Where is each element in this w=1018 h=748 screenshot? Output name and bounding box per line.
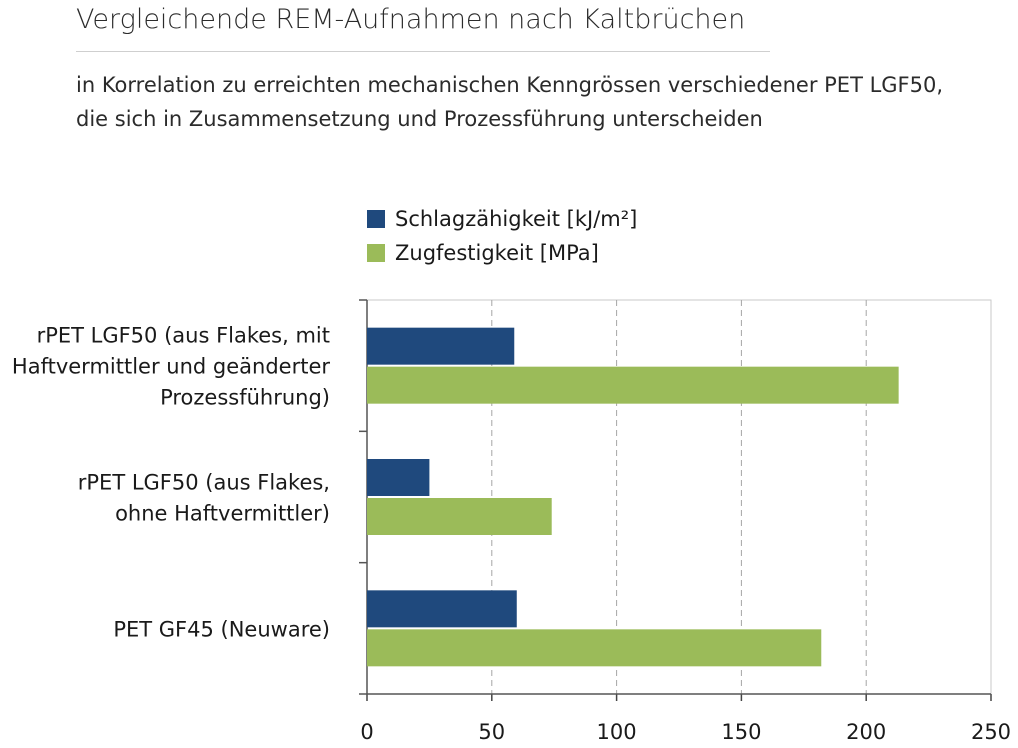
legend-swatch-schlagzaehigkeit bbox=[367, 210, 385, 228]
category-label: PET GF45 (Neuware) bbox=[113, 617, 330, 641]
x-tick-label: 250 bbox=[971, 720, 1011, 744]
legend-label-zugfestigkeit: Zugfestigkeit [MPa] bbox=[395, 241, 599, 265]
bar-zugfestigkeit bbox=[367, 366, 899, 404]
legend-item-schlagzaehigkeit: Schlagzähigkeit [kJ/m²] bbox=[367, 202, 637, 236]
x-tick-label: 200 bbox=[846, 720, 886, 744]
title-divider bbox=[76, 51, 770, 52]
category-label: rPET LGF50 (aus Flakes, mit Haftvermittle… bbox=[12, 324, 330, 410]
chart-legend: Schlagzähigkeit [kJ/m²] Zugfestigkeit [M… bbox=[367, 202, 637, 270]
x-tick-label: 100 bbox=[597, 720, 637, 744]
bar-zugfestigkeit bbox=[367, 629, 822, 667]
legend-swatch-zugfestigkeit bbox=[367, 244, 385, 262]
bar-schlagzaehigkeit bbox=[367, 590, 517, 628]
page-title: Vergleichende REM-Aufnahmen nach Kaltbrü… bbox=[76, 4, 746, 35]
x-tick-label: 150 bbox=[721, 720, 761, 744]
legend-label-schlagzaehigkeit: Schlagzähigkeit [kJ/m²] bbox=[395, 207, 638, 231]
x-tick-label: 50 bbox=[478, 720, 505, 744]
category-label: rPET LGF50 (aus Flakes, ohne Haftvermittl… bbox=[78, 471, 330, 526]
page-subtitle: in Korrelation zu erreichten mechanische… bbox=[76, 73, 944, 131]
bar-schlagzaehigkeit bbox=[367, 459, 430, 496]
bar-zugfestigkeit bbox=[367, 498, 552, 535]
x-tick-label: 0 bbox=[360, 720, 373, 744]
bar-schlagzaehigkeit bbox=[367, 327, 515, 365]
legend-item-zugfestigkeit: Zugfestigkeit [MPa] bbox=[367, 236, 637, 270]
